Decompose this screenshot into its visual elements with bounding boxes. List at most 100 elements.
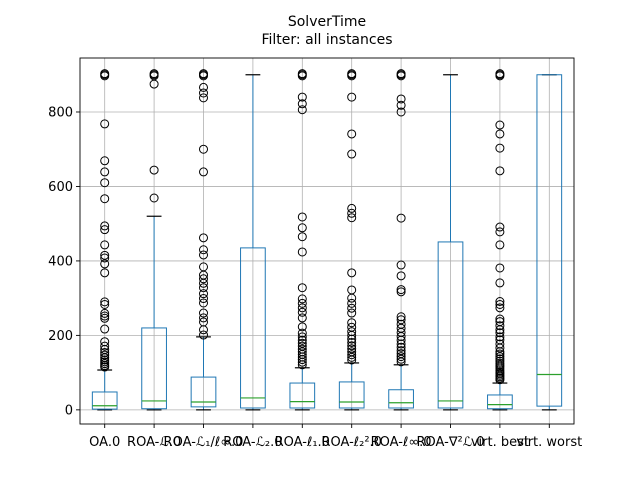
x-tick-label: ROA-ℒ.0 <box>127 435 181 450</box>
outlier-point <box>495 240 505 250</box>
outlier-point <box>347 203 357 213</box>
outlier-point <box>396 312 406 322</box>
outlier-point <box>100 355 110 365</box>
outlier-point <box>347 322 357 332</box>
box-5 <box>289 69 316 411</box>
outlier-point <box>347 318 357 328</box>
outlier-point <box>347 347 357 357</box>
outlier-point <box>199 317 208 327</box>
outlier-point <box>100 156 110 166</box>
outlier-point <box>297 347 307 357</box>
x-axis: OA.0 ROA-ℒ.0ROA-ℒ₁/ℓ∞.0ROA-ℒ₂.0ROA-ℓ₁.0RO… <box>89 424 582 450</box>
outlier-point <box>495 278 505 288</box>
outlier-point <box>199 93 208 103</box>
box-1 <box>91 69 118 411</box>
outlier-point <box>347 341 357 351</box>
outlier-point <box>199 330 208 340</box>
x-tick-label: OA.0 <box>89 435 120 450</box>
y-tick-label: 400 <box>48 254 73 269</box>
box-7 <box>388 69 414 411</box>
outlier-point <box>347 129 357 139</box>
x-tick-label: ROA-∇²ℒ.0 <box>416 435 484 450</box>
outlier-point <box>495 358 505 368</box>
outlier-point <box>495 143 505 153</box>
outlier-point <box>347 303 357 313</box>
outlier-point <box>495 328 505 338</box>
outlier-point <box>297 344 307 354</box>
outlier-point <box>297 332 307 342</box>
outlier-point <box>396 346 406 356</box>
x-tick-label: ROA-ℓ₂².0 <box>321 435 382 450</box>
outlier-point <box>297 223 307 233</box>
outlier-point <box>495 339 505 349</box>
outlier-point <box>297 298 307 308</box>
outlier-point <box>199 250 208 260</box>
outlier-point <box>199 69 208 79</box>
outlier-point <box>199 88 208 98</box>
x-tick-label: ROA-ℓ∞.0 <box>371 435 432 450</box>
outlier-point <box>199 233 208 243</box>
box-10 <box>536 74 563 411</box>
outlier-point <box>347 149 357 159</box>
outlier-point <box>396 323 406 333</box>
outlier-point <box>347 298 357 308</box>
x-tick-label: virt. best <box>471 435 529 450</box>
outlier-point <box>100 299 110 309</box>
outlier-point <box>100 167 110 177</box>
outlier-point <box>199 144 208 154</box>
outlier-point <box>297 92 307 102</box>
outlier-point <box>396 319 406 329</box>
outlier-point <box>495 321 505 331</box>
outlier-point <box>396 354 406 364</box>
outlier-point <box>297 105 307 115</box>
x-tick-label: virt. worst <box>516 435 582 450</box>
outlier-point <box>495 335 505 345</box>
outlier-point <box>495 314 505 324</box>
x-tick-label: ROA-ℒ₂.0 <box>223 435 282 450</box>
outlier-point <box>100 221 110 231</box>
outlier-point <box>100 240 110 250</box>
outlier-point <box>297 99 307 109</box>
outlier-point <box>100 350 110 360</box>
outlier-point <box>347 308 357 318</box>
outlier-point <box>199 308 208 318</box>
outlier-point <box>347 213 357 223</box>
outlier-point <box>347 337 357 347</box>
y-axis: 0 200 400 600 800 <box>48 105 80 418</box>
outlier-point <box>100 311 110 321</box>
outlier-point <box>347 285 357 295</box>
outlier-point <box>199 298 208 308</box>
outlier-point <box>396 94 406 104</box>
outlier-point <box>495 303 505 313</box>
y-tick-label: 200 <box>48 329 73 344</box>
outlier-point <box>396 285 406 295</box>
outlier-point <box>495 166 505 176</box>
box-2 <box>141 69 167 411</box>
outlier-point <box>396 339 406 349</box>
x-tick-label: ROA-ℒ₁/ℓ∞.0 <box>164 435 244 450</box>
y-tick-label: 600 <box>48 180 73 195</box>
outlier-point <box>495 297 505 307</box>
outlier-point <box>100 297 110 307</box>
outlier-point <box>100 348 110 358</box>
outlier-point <box>100 324 110 334</box>
outlier-point <box>495 222 505 232</box>
outlier-point <box>396 287 406 297</box>
outlier-point <box>199 167 208 177</box>
chart-title-line2: Filter: all instances <box>261 32 393 48</box>
outlier-point <box>297 232 307 242</box>
outlier-point <box>347 327 357 337</box>
outlier-point <box>396 213 406 223</box>
outlier-point <box>199 294 208 304</box>
outlier-point <box>495 352 505 362</box>
outlier-point <box>297 69 307 79</box>
outlier-point <box>100 69 110 79</box>
outlier-point <box>396 69 406 79</box>
outlier-point <box>347 350 357 360</box>
outlier-point <box>495 263 505 273</box>
outlier-point <box>100 253 110 263</box>
outlier-point <box>199 283 208 293</box>
outlier-point <box>297 322 307 332</box>
outlier-point <box>199 289 208 299</box>
outlier-point <box>347 268 357 278</box>
